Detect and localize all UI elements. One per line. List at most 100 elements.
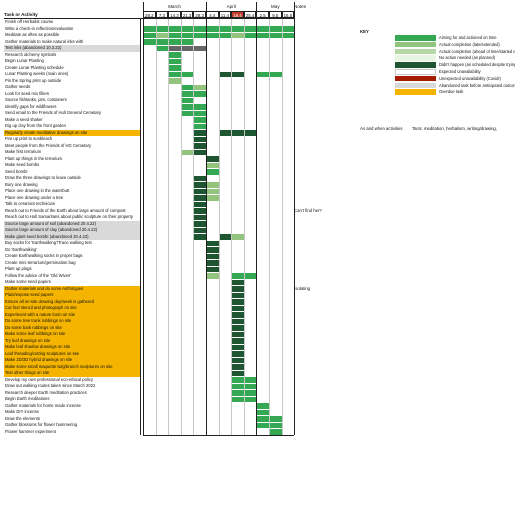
timeline-cell [243, 26, 257, 32]
timeline-cell [193, 32, 206, 38]
key-swatch [395, 69, 436, 75]
grid-column-line [243, 18, 245, 435]
timeline-cell [206, 273, 219, 279]
timeline-cell [193, 234, 206, 240]
week-label: 4.4 [206, 11, 219, 18]
timeline-cell [193, 110, 206, 116]
grid-column-line [168, 18, 170, 435]
timeline-cell [193, 188, 206, 194]
timeline-cell [206, 162, 219, 168]
timeline-cell [231, 32, 244, 38]
timeline-cell [256, 71, 269, 77]
task-row-label: Create mini terrarium/germination bag [5, 259, 76, 265]
key-title: KEY [360, 29, 369, 34]
timeline-cell [168, 39, 181, 45]
timeline-cell [206, 253, 219, 259]
month-label: May [270, 4, 280, 9]
task-row-label: Test inks (abandoned 10.3.22) [4, 45, 140, 52]
task-row-label: Make some small maquette twig/branch scu… [4, 363, 140, 370]
task-row-label: Plant up plugs [5, 266, 32, 271]
timeline-cell [180, 39, 194, 45]
task-row-label: Test other things on site [4, 370, 140, 377]
task-column-right-border [140, 18, 141, 435]
note-text: Isolating [294, 285, 311, 291]
timeline-cell [206, 188, 219, 194]
task-row-label: Ensure all on-site drawing day/week is g… [4, 298, 140, 305]
task-row-label: Plant up things in the terrarium [5, 155, 63, 161]
grid-bottom-line [143, 435, 295, 436]
timeline-cell [218, 71, 232, 77]
key-swatch [395, 48, 436, 55]
key-label: Didn't happen (as scheduled despite tryi… [439, 62, 515, 68]
timeline-cell [193, 182, 206, 188]
timeline-cell [243, 130, 257, 136]
grid-column-line [269, 18, 270, 435]
timeline-cell [231, 364, 244, 370]
month-label: March [168, 4, 181, 9]
timeline-cell [231, 299, 244, 305]
task-row-label: Flower hammer experiment [5, 428, 56, 434]
task-row-label: Develop my own professional eco-ethical … [5, 376, 93, 382]
task-row-label: Create Earthwalking socks in proper bags [5, 253, 83, 258]
as-and-when-label: As and when activities [360, 126, 403, 131]
task-row-label: Make DIY incense [5, 409, 39, 414]
timeline-cell [193, 123, 206, 129]
timeline-cell [193, 214, 206, 220]
task-row-label: Draw the elements [5, 415, 40, 421]
month-label: April [226, 4, 236, 9]
timeline-cell [231, 338, 244, 344]
key-swatch [395, 75, 436, 82]
task-row-label: Make 2D/3D hybrid drawings on site [4, 357, 140, 364]
key-swatch [395, 62, 436, 68]
timeline-cell [231, 396, 244, 402]
timeline-cell [155, 45, 169, 51]
grid-column-line [281, 18, 283, 435]
timeline-cell [256, 26, 269, 32]
timeline-cell [193, 201, 206, 207]
timeline-cell [231, 357, 244, 363]
timeline-cell [243, 273, 257, 279]
task-row-label: Source large amount of clay (abandoned 2… [4, 227, 140, 234]
task-row-label: Create Lunar Planting schedule [5, 64, 64, 70]
task-row-label: Lunar Planting weeks (main ones) [5, 71, 69, 76]
timeline-cell [168, 71, 181, 77]
week-label: 11.4 [218, 11, 232, 18]
timeline-cell [193, 104, 206, 110]
key-swatch [395, 89, 436, 95]
timeline-cell [218, 130, 232, 136]
key-swatch [395, 82, 436, 89]
timeline-cell [243, 396, 257, 402]
task-row-label: Draw the three drawings to leave outside [5, 175, 81, 180]
timeline-cell [206, 182, 219, 188]
timeline-cell [231, 318, 244, 324]
timeline-cell [231, 292, 244, 298]
week-label: 18.4 [231, 11, 244, 18]
grid-column-line [218, 18, 220, 435]
timeline-cell [143, 32, 156, 38]
task-row-label: Place one drawing under a tree [5, 194, 64, 200]
timeline-cell [168, 26, 181, 32]
timeline-cell [256, 32, 269, 38]
timeline-cell [206, 169, 219, 175]
task-row-label: Finish off Herbalist course [5, 19, 54, 24]
task-row-label: Place one drawing in the waterbutt [5, 188, 70, 193]
task-row-label: Gather materials for home made incense [5, 402, 81, 408]
timeline-cell [180, 45, 194, 51]
task-row-label: Identify gaps for wildflowers [5, 103, 57, 109]
task-row-label: Leaf threading/cutting sculptures on sit… [4, 350, 140, 357]
timeline-cell [193, 149, 206, 155]
timeline-cell [281, 32, 295, 38]
timeline-cell [193, 175, 206, 181]
task-row-label: Regularly create meditative drawings on … [4, 129, 140, 136]
week-label: 21.3 [180, 11, 194, 18]
task-row-label: Cut foot stencil and photograph on site [4, 305, 140, 312]
timeline-cell [231, 312, 244, 318]
week-label: 14.3 [168, 11, 181, 18]
timeline-cell [231, 325, 244, 331]
timeline-cell [155, 39, 169, 45]
timeline-cell [206, 195, 219, 201]
grid-column-line [294, 2, 296, 435]
timeline-cell [193, 130, 206, 136]
timeline-cell [193, 143, 206, 149]
task-row-label: Meditate as often as possible [5, 32, 60, 37]
